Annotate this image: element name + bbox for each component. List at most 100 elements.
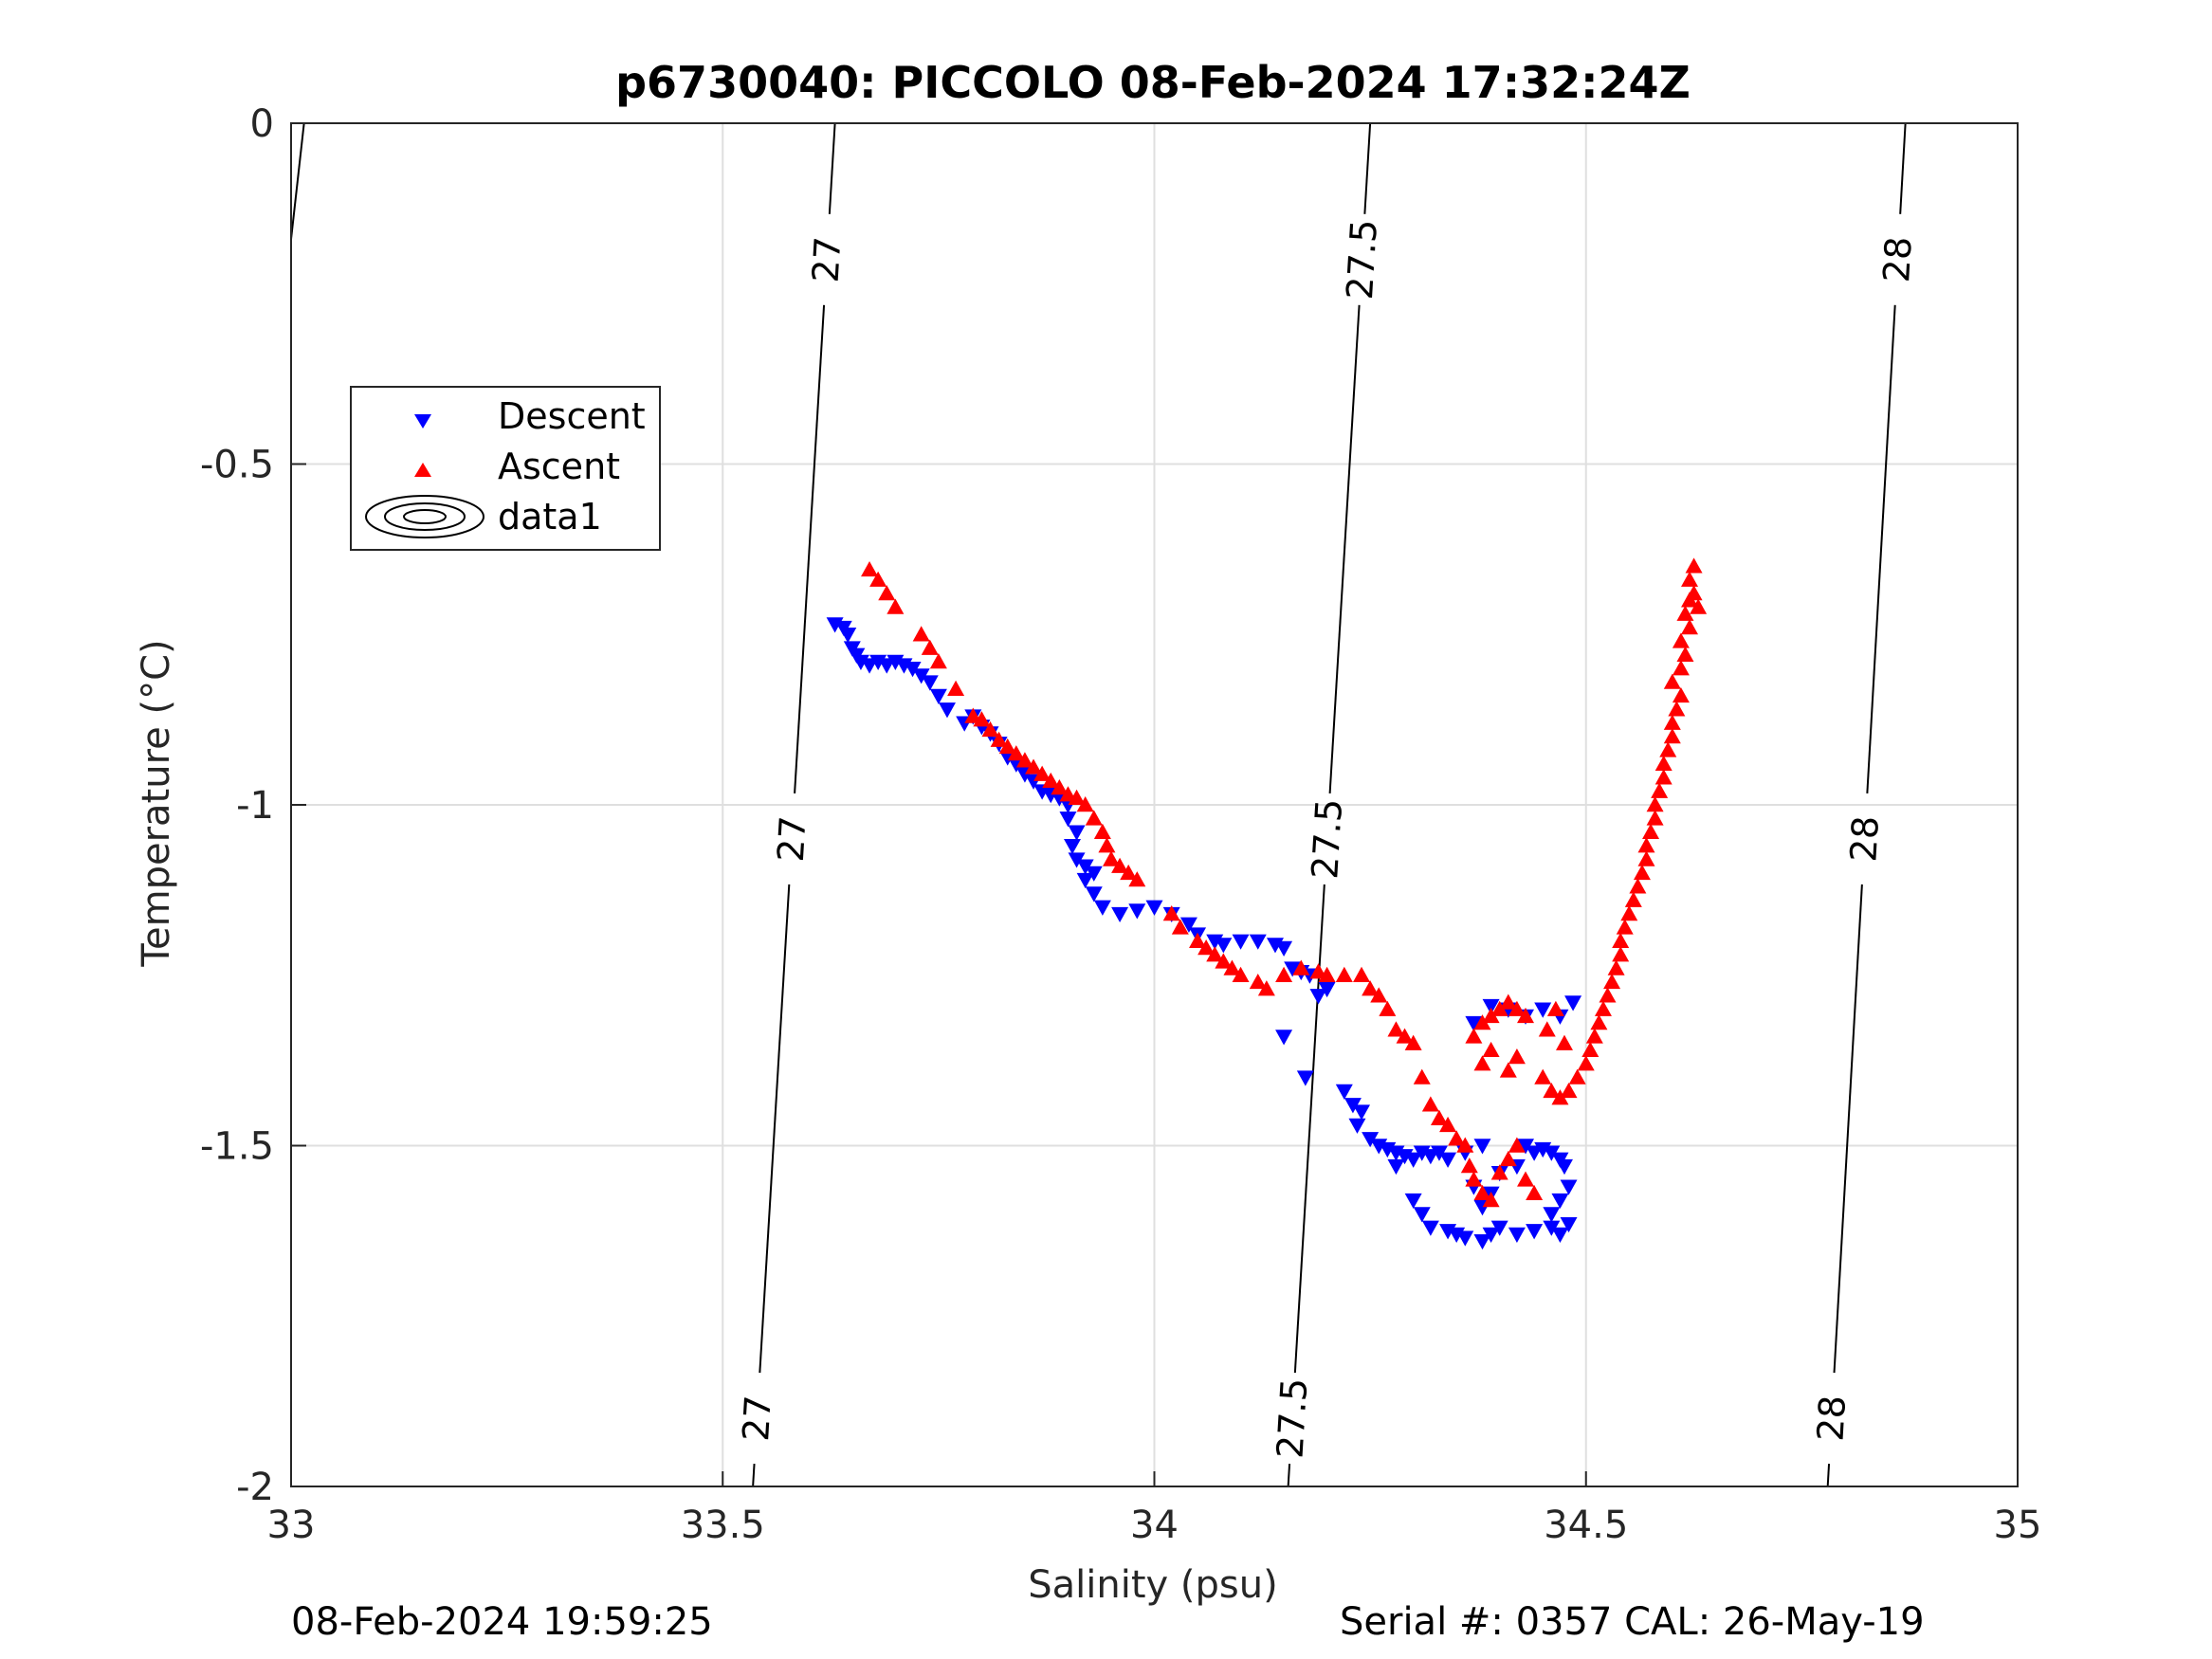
ascent-point bbox=[1508, 1137, 1526, 1153]
ascent-point bbox=[1499, 1150, 1517, 1167]
ascent-point bbox=[1517, 1171, 1535, 1187]
ascent-point bbox=[1098, 837, 1116, 853]
contour-line-28 bbox=[1826, 1464, 1831, 1487]
descent-point bbox=[1275, 1030, 1293, 1046]
ascent-point bbox=[1025, 758, 1043, 775]
ascent-point bbox=[1685, 585, 1703, 601]
x-axis-label: Salinity (psu) bbox=[1028, 1563, 1277, 1607]
descent-point bbox=[1413, 1207, 1431, 1223]
ascent-point bbox=[1490, 1000, 1508, 1016]
ascent-point bbox=[1482, 1041, 1500, 1058]
ascent-point bbox=[1681, 571, 1699, 587]
descent-point bbox=[1534, 1002, 1552, 1018]
ascent-point bbox=[1603, 973, 1621, 990]
descent-point bbox=[1439, 1152, 1457, 1168]
contour-line-27 bbox=[828, 122, 836, 214]
legend-ascent-marker bbox=[414, 463, 431, 477]
descent-point bbox=[929, 688, 947, 704]
descent-point bbox=[1309, 989, 1327, 1005]
ascent-point bbox=[1690, 598, 1708, 614]
contour-line-27 bbox=[759, 884, 791, 1374]
ascent-point bbox=[1257, 980, 1275, 996]
legend-descent-label: Descent bbox=[498, 395, 646, 437]
descent-point bbox=[912, 668, 930, 684]
descent-point bbox=[1456, 1231, 1474, 1247]
ascent-point bbox=[1120, 864, 1138, 881]
ascent-point bbox=[1387, 1021, 1405, 1037]
ascent-point bbox=[1473, 1184, 1491, 1201]
descent-point bbox=[1543, 1220, 1561, 1236]
ascent-point bbox=[1482, 1192, 1500, 1208]
descent-point bbox=[1482, 1227, 1500, 1243]
descent-point bbox=[1473, 1139, 1491, 1155]
descent-point bbox=[1564, 995, 1582, 1012]
legend-ascent-label: Ascent bbox=[498, 446, 620, 487]
descent-point bbox=[1526, 1224, 1544, 1240]
axis-ticks: 33 33.5 34 34.5 35 0 -0.5 -1 -1.5 -2 bbox=[200, 102, 2042, 1547]
ascent-point bbox=[1676, 605, 1694, 621]
ascent-point bbox=[1206, 946, 1224, 962]
ascent-point bbox=[1215, 953, 1233, 969]
contour-label-27.5: 27.5 bbox=[1339, 218, 1385, 301]
contour-label-27.5: 27.5 bbox=[1304, 797, 1350, 880]
ascent-point bbox=[1033, 765, 1051, 781]
ascent-point bbox=[1379, 1000, 1397, 1016]
ascent-point bbox=[1042, 772, 1060, 789]
ascent-point bbox=[1659, 741, 1677, 757]
ascent-point bbox=[1581, 1041, 1600, 1058]
ascent-point bbox=[1508, 1000, 1526, 1016]
ascent-point bbox=[1111, 857, 1129, 873]
ascent-point bbox=[1672, 660, 1690, 676]
descent-point bbox=[1560, 1179, 1578, 1195]
footer-timestamp: 08-Feb-2024 19:59:25 bbox=[291, 1600, 713, 1644]
ascent-point bbox=[1534, 1068, 1552, 1085]
ascent-point bbox=[1646, 796, 1664, 812]
descent-point bbox=[1465, 1015, 1483, 1032]
descent-point bbox=[1490, 1220, 1508, 1236]
ascent-point bbox=[1668, 701, 1686, 717]
ascent-point bbox=[1526, 1184, 1544, 1201]
ascent-point bbox=[1612, 946, 1630, 962]
legend-descent-marker bbox=[414, 414, 431, 428]
ascent-point bbox=[1292, 959, 1310, 975]
ascent-point bbox=[1654, 755, 1673, 772]
ascent-point bbox=[1335, 966, 1353, 982]
descent-point bbox=[1387, 1158, 1405, 1176]
ascent-point bbox=[1607, 959, 1625, 975]
descent-point bbox=[1059, 811, 1077, 828]
descent-point bbox=[904, 662, 922, 678]
ascent-point bbox=[1102, 850, 1120, 866]
ascent-point bbox=[1651, 782, 1669, 798]
ascent-point bbox=[1637, 850, 1655, 866]
ascent-point bbox=[1353, 966, 1371, 982]
ascent-point bbox=[1551, 1089, 1569, 1105]
ascent-point bbox=[998, 738, 1016, 755]
ascent-point bbox=[1685, 557, 1703, 574]
contour-line-27 bbox=[794, 304, 826, 794]
ascent-point bbox=[1456, 1137, 1474, 1153]
data-series bbox=[826, 557, 1708, 1250]
ascent-point bbox=[1490, 1164, 1508, 1180]
descent-point bbox=[1430, 1145, 1448, 1161]
descent-point bbox=[1473, 1233, 1491, 1250]
descent-point bbox=[1551, 1152, 1569, 1168]
legend: Descent Ascent data1 bbox=[350, 386, 661, 551]
descent-point bbox=[1551, 1193, 1569, 1210]
descent-point bbox=[839, 628, 857, 644]
ascent-point bbox=[1633, 864, 1651, 881]
ascent-point bbox=[1465, 1171, 1483, 1187]
ascent-point bbox=[1085, 810, 1103, 826]
descent-point bbox=[1076, 872, 1094, 889]
descent-point bbox=[1353, 1104, 1371, 1121]
ascent-point bbox=[1370, 987, 1388, 1003]
x-tick-label: 33 bbox=[267, 1504, 316, 1547]
descent-point bbox=[1068, 852, 1086, 868]
ascent-point bbox=[1404, 1034, 1422, 1050]
descent-point bbox=[1335, 1084, 1353, 1100]
ascent-point bbox=[1672, 632, 1690, 648]
x-tick-label: 35 bbox=[1994, 1504, 2042, 1547]
ascent-point bbox=[1672, 686, 1690, 703]
ascent-point bbox=[1473, 1055, 1491, 1071]
ascent-point bbox=[1499, 994, 1517, 1010]
